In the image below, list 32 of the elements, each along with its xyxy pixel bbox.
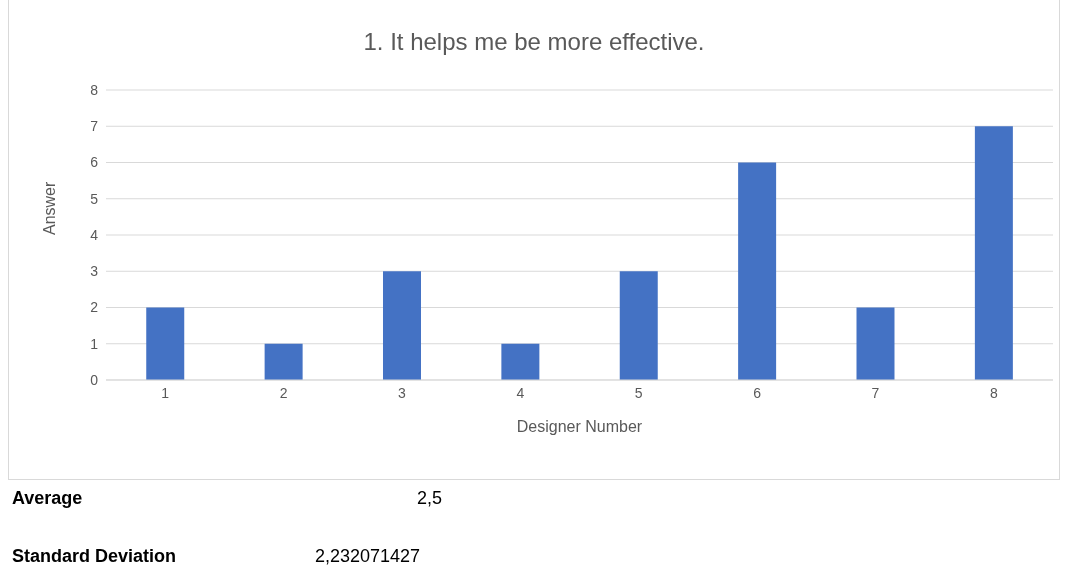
y-tick-label: 0 (90, 371, 99, 388)
y-tick-label: 2 (90, 299, 99, 316)
y-tick-label: 7 (90, 118, 99, 135)
chart-title: 1. It helps me be more effective. (362, 28, 706, 56)
x-tick-label: 3 (398, 384, 407, 401)
y-tick-label: 1 (90, 335, 99, 352)
bar (856, 307, 895, 380)
y-tick-label: 6 (90, 154, 99, 171)
y-tick-label: 5 (90, 190, 99, 207)
bar (619, 271, 658, 380)
x-tick-label: 5 (634, 384, 643, 401)
x-tick-label: 2 (279, 384, 288, 401)
bar (383, 271, 421, 380)
bar (146, 307, 185, 380)
text: Average (12, 488, 83, 509)
x-tick-label: 4 (516, 384, 525, 401)
x-tick-label: 6 (753, 384, 762, 401)
bar (264, 343, 303, 380)
text: Standard Deviation (12, 546, 177, 567)
bar (738, 162, 777, 380)
bar (501, 343, 540, 380)
y-tick-label: 3 (90, 263, 99, 280)
x-tick-label: 8 (989, 384, 998, 401)
y-tick-label: 8 (90, 81, 99, 98)
text: 2,232071427 (315, 546, 421, 567)
y-tick-label: 4 (90, 226, 99, 243)
y-axis-title: Answer (40, 180, 58, 235)
x-tick-label: 7 (871, 384, 880, 401)
x-axis-title: Designer Number (516, 418, 643, 435)
text: 2,5 (417, 488, 443, 509)
x-tick-label: 1 (161, 384, 170, 401)
bar (974, 126, 1013, 380)
